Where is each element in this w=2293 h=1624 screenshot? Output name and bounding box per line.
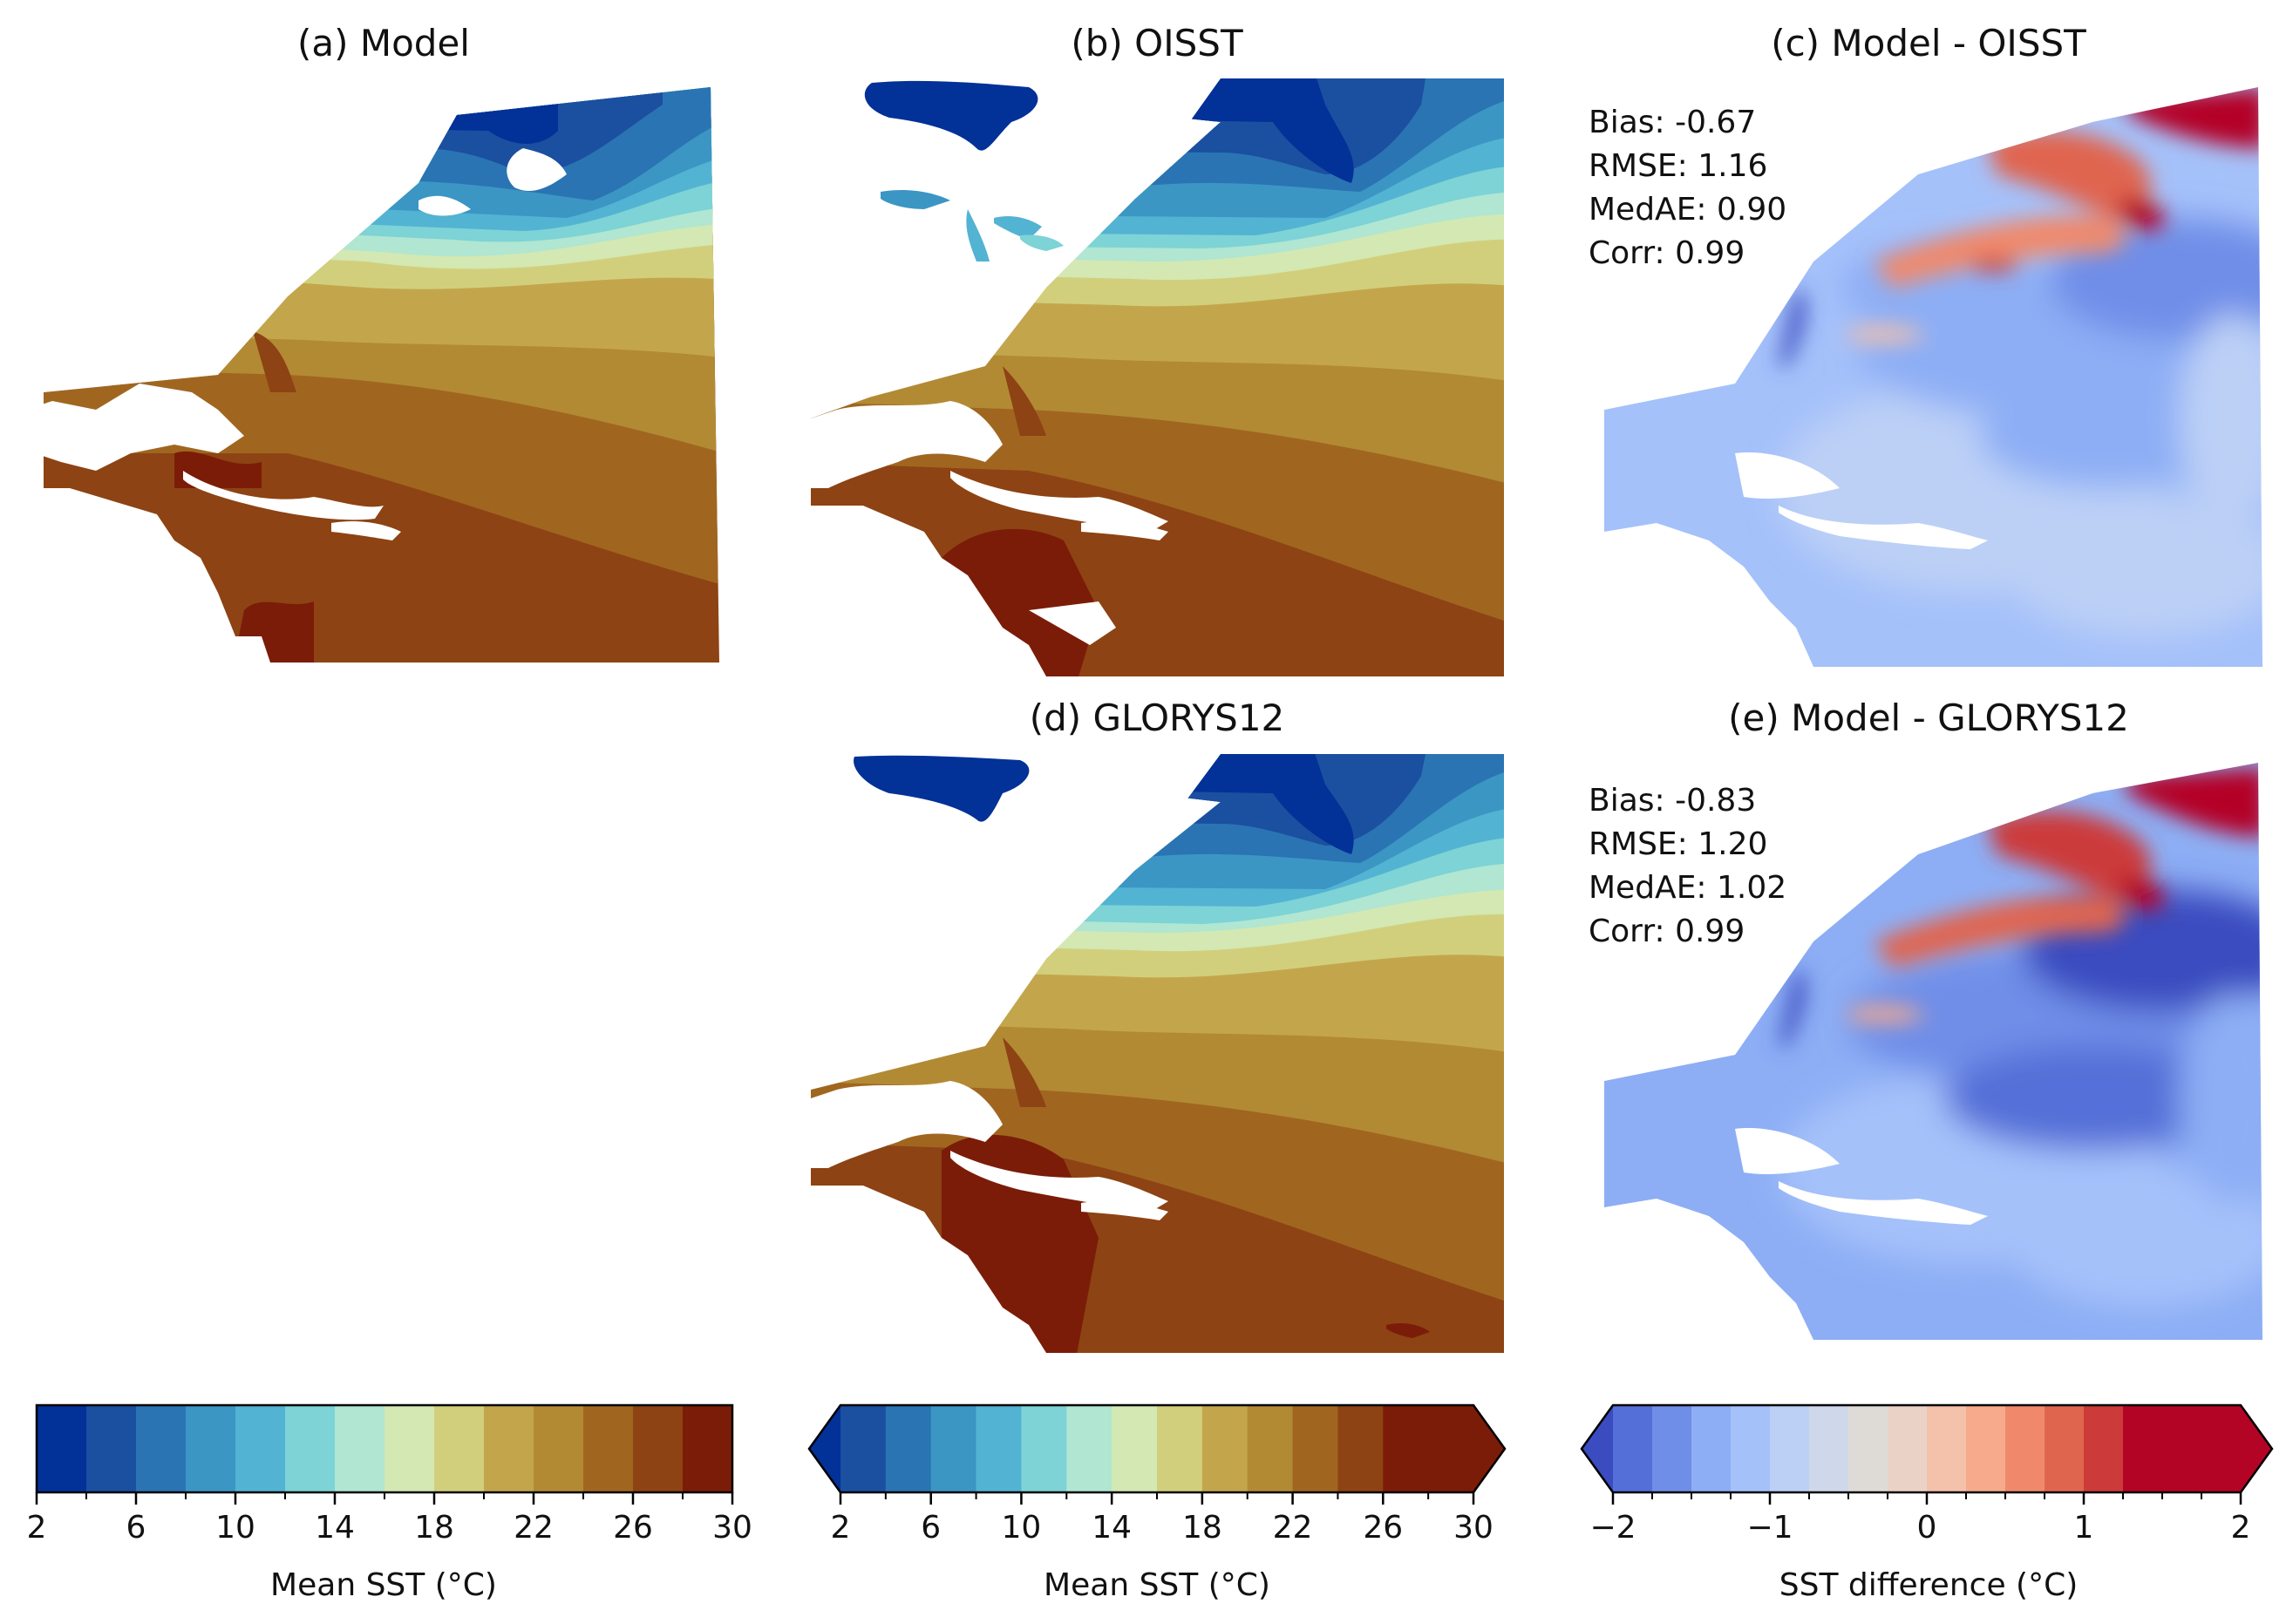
colorbar-observations-bin (1428, 1405, 1474, 1492)
panel-c-stats: Bias: -0.67 RMSE: 1.16 MedAE: 0.90 Corr:… (1589, 105, 1786, 271)
colorbar-difference-label: SST difference (°C) (1779, 1567, 2079, 1603)
colorbar-model-bin (484, 1405, 534, 1492)
colorbar-observations-bin (976, 1405, 1023, 1492)
colorbar-difference-bin (2045, 1405, 2085, 1492)
colorbar-difference-extend-low (1582, 1405, 1613, 1492)
colorbar-observations-extend-high (1473, 1405, 1505, 1492)
colorbar-model-tick-label: 14 (315, 1510, 355, 1546)
colorbar-difference-bin (2005, 1405, 2045, 1492)
colorbar-difference: −2 −1 0 1 2 (1580, 1403, 2274, 1546)
colorbar-model-bin (683, 1405, 733, 1492)
panel-b-lakes (864, 80, 1064, 262)
colorbar-difference-tick-label: 0 (1917, 1510, 1937, 1546)
colorbar-observations-tick-label: 22 (1273, 1510, 1313, 1546)
panel-e-stat-bias: Bias: -0.83 (1589, 783, 1756, 819)
colorbar-difference-bin (1652, 1405, 1692, 1492)
colorbar-model-bin (384, 1405, 435, 1492)
panel-c-stat-bias: Bias: -0.67 (1589, 105, 1756, 140)
colorbar-observations-tick-label: 14 (1092, 1510, 1132, 1546)
panel-e-title: (e) Model - GLORYS12 (1728, 696, 2129, 739)
panel-c-title: (c) Model - OISST (1771, 22, 2086, 65)
panel-a-title: (a) Model (297, 22, 470, 65)
colorbar-difference-bin (1770, 1405, 1810, 1492)
colorbar-difference-tick-label: 1 (2074, 1510, 2094, 1546)
colorbar-model-tick-label: 22 (514, 1510, 554, 1546)
colorbar-observations-tick-label: 6 (921, 1510, 941, 1546)
colorbar-model-tick-label: 10 (215, 1510, 255, 1546)
colorbar-model-bin (136, 1405, 187, 1492)
panel-d-map (811, 754, 1504, 1353)
colorbar-difference-bin (2201, 1405, 2242, 1492)
panel-e-stat-rmse: RMSE: 1.20 (1589, 826, 1767, 862)
colorbar-observations-bin (930, 1405, 977, 1492)
colorbar-model-bin (534, 1405, 584, 1492)
colorbar-observations-bin (1066, 1405, 1112, 1492)
colorbar-model-bin (633, 1405, 684, 1492)
colorbar-observations-bin (1247, 1405, 1294, 1492)
colorbar-difference-bin (2084, 1405, 2124, 1492)
colorbar-observations-bin (1201, 1405, 1249, 1492)
panel-a-land (0, 0, 567, 663)
colorbar-difference-tick-label: 2 (2231, 1510, 2251, 1546)
colorbar-difference-bin (1691, 1405, 1732, 1492)
colorbar-difference-bin (1966, 1405, 2006, 1492)
panel-e-stat-medae: MedAE: 1.02 (1589, 870, 1786, 906)
colorbar-observations-bin (840, 1405, 887, 1492)
colorbar-difference-extend-high (2241, 1405, 2272, 1492)
panel-b-title: (b) OISST (1071, 22, 1243, 65)
panel-e-land (1604, 750, 2110, 1340)
colorbar-model-bin (235, 1405, 286, 1492)
colorbar-model: 2 6 10 14 18 22 26 30 (27, 1403, 752, 1546)
colorbar-difference-bin (1927, 1405, 1967, 1492)
colorbar-model-bin (86, 1405, 137, 1492)
colorbar-observations-extend-low (809, 1405, 840, 1492)
colorbar-model-bin (434, 1405, 485, 1492)
colorbar-observations-bin (1337, 1405, 1384, 1492)
colorbar-model-tick-label: 6 (126, 1510, 146, 1546)
colorbar-observations-tick-label: 10 (1002, 1510, 1042, 1546)
colorbar-observations-tick-label: 30 (1453, 1510, 1494, 1546)
panel-d-lakes (854, 755, 1430, 1338)
colorbar-observations: 2 6 10 14 18 22 26 30 (807, 1403, 1507, 1546)
colorbar-model-label: Mean SST (°C) (270, 1567, 497, 1603)
panel-e-stat-corr: Corr: 0.99 (1589, 914, 1745, 949)
colorbar-difference-bin (1848, 1405, 1888, 1492)
colorbar-difference-bin (1888, 1405, 1928, 1492)
colorbar-model-tick-label: 18 (414, 1510, 454, 1546)
colorbar-observations-bin (1383, 1405, 1429, 1492)
panel-c-stat-corr: Corr: 0.99 (1589, 235, 1745, 271)
colorbar-observations-tick-label: 2 (831, 1510, 851, 1546)
panel-b-land (811, 78, 1221, 676)
colorbar-difference-bin (2123, 1405, 2163, 1492)
panel-e-stats: Bias: -0.83 RMSE: 1.20 MedAE: 1.02 Corr:… (1589, 783, 1786, 949)
colorbar-model-tick-label: 30 (712, 1510, 752, 1546)
colorbar-model-bin (285, 1405, 336, 1492)
colorbar-difference-tick-label: −2 (1589, 1510, 1636, 1546)
colorbar-observations-label: Mean SST (°C) (1044, 1567, 1270, 1603)
colorbar-difference-bin (1613, 1405, 1653, 1492)
panel-d-title: (d) GLORYS12 (1030, 696, 1285, 739)
colorbar-model-bin (186, 1405, 236, 1492)
panel-d-land (811, 754, 1221, 1353)
colorbar-difference-bin (1809, 1405, 1849, 1492)
colorbar-model-tick-label: 26 (613, 1510, 653, 1546)
colorbar-observations-bin (1112, 1405, 1158, 1492)
colorbar-observations-bin (1021, 1405, 1067, 1492)
panel-c-land (1604, 70, 2110, 667)
panel-c-stat-rmse: RMSE: 1.16 (1589, 148, 1767, 184)
colorbar-model-tick-label: 2 (27, 1510, 47, 1546)
colorbar-difference-bin (2162, 1405, 2202, 1492)
colorbar-difference-tick-label: −1 (1746, 1510, 1793, 1546)
colorbar-difference-bin (1731, 1405, 1771, 1492)
colorbar-observations-tick-label: 18 (1182, 1510, 1222, 1546)
colorbar-observations-bin (1292, 1405, 1339, 1492)
colorbar-model-bin (335, 1405, 385, 1492)
panel-c-stat-medae: MedAE: 0.90 (1589, 192, 1786, 228)
colorbar-observations-bin (885, 1405, 932, 1492)
colorbar-model-bin (37, 1405, 87, 1492)
colorbar-model-bin (583, 1405, 634, 1492)
colorbar-observations-bin (1157, 1405, 1203, 1492)
colorbar-observations-tick-label: 26 (1363, 1510, 1403, 1546)
